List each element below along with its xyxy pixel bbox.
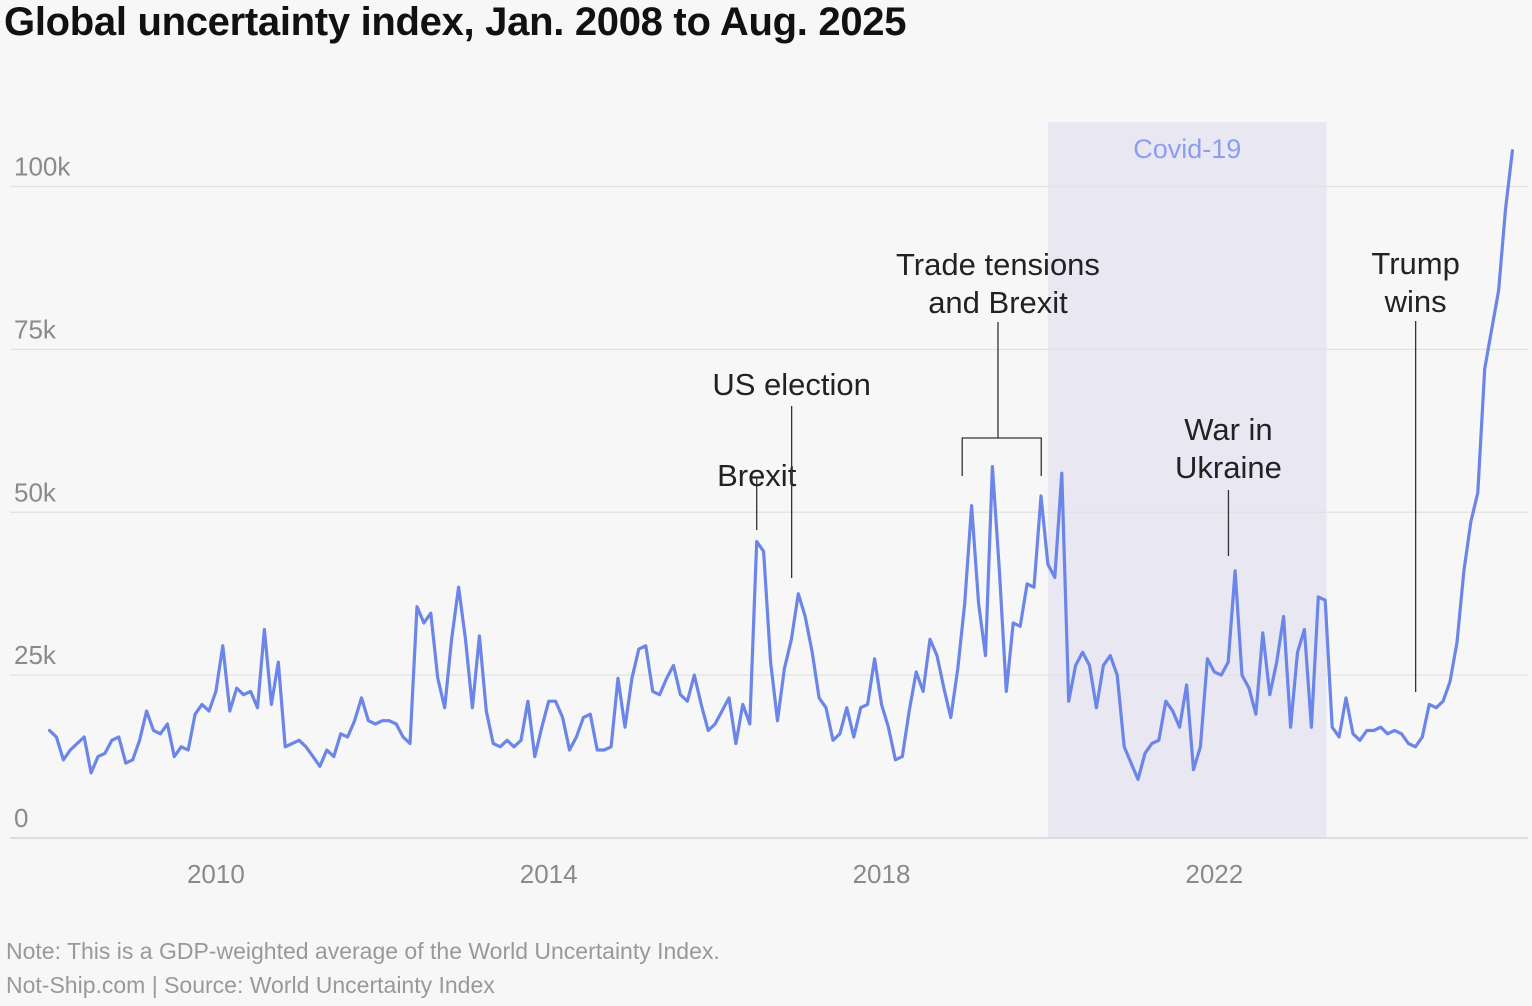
x-tick-label: 2018 [853, 859, 911, 889]
series-line [47, 149, 1515, 782]
y-tick-label: 100k [14, 152, 71, 182]
covid-shade [1047, 122, 1327, 838]
x-tick-label: 2022 [1185, 859, 1243, 889]
chart-title: Global uncertainty index, Jan. 2008 to A… [4, 0, 907, 44]
footer-brand: Not-Ship.com [6, 972, 146, 998]
annotation-label: Ukraine [1175, 450, 1282, 485]
annotation-label: Brexit [717, 458, 797, 493]
y-tick-label: 0 [14, 803, 28, 833]
footer-source: Not-Ship.com | Source: World Uncertainty… [6, 972, 495, 999]
footer-source-text: Source: World Uncertainty Index [164, 972, 495, 998]
x-tick-label: 2010 [187, 859, 245, 889]
footer-note: Note: This is a GDP-weighted average of … [6, 938, 720, 964]
y-axis-ticks: 0 25k 50k 75k 100k [14, 152, 71, 834]
annotation-label: and Brexit [928, 285, 1068, 320]
annotation-label: US election [712, 367, 871, 402]
annotation-label: Trump [1371, 246, 1459, 281]
annotation-label: wins [1384, 284, 1447, 319]
shade-label: Covid-19 [1133, 134, 1241, 164]
annotation-bracket [961, 437, 1042, 476]
y-tick-label: 25k [14, 640, 57, 670]
annotation-label: Trade tensions [896, 247, 1100, 282]
shaded-regions: Covid-19 [1047, 122, 1327, 838]
footer-separator: | [151, 972, 158, 998]
annotation-label: War in [1184, 412, 1272, 447]
series [47, 149, 1515, 782]
y-tick-label: 75k [14, 314, 57, 344]
x-tick-label: 2014 [520, 859, 578, 889]
x-axis-ticks: 2010 2014 2018 2022 [187, 859, 1243, 889]
y-tick-label: 50k [14, 477, 57, 507]
